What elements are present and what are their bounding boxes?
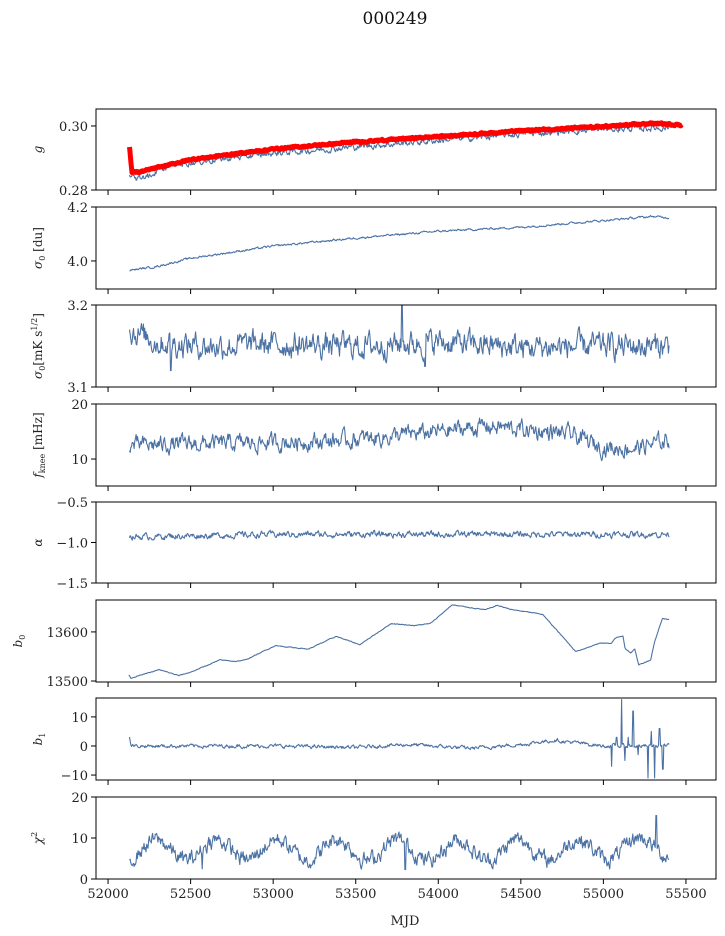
series-line-b0 [128, 604, 670, 679]
series-line-fknee [128, 417, 670, 462]
series-line-b1 [128, 698, 670, 779]
axes-frame [95, 403, 717, 487]
x-tick-label: 55500 [665, 887, 706, 902]
y-tick-label: 4.0 [67, 255, 88, 270]
x-axis-label: MJD [391, 914, 420, 929]
y-tick-label: 0 [80, 873, 88, 888]
y-axis-label: g [31, 145, 45, 153]
axes-frame [95, 304, 717, 388]
y-tick-label: −1.0 [56, 537, 88, 552]
y-tick-label: 10 [71, 453, 88, 468]
series-line-sigma0-du [129, 215, 670, 272]
panel-sigma0-du: 4.0 4.2 σ0​ [du] [31, 201, 717, 294]
y-tick-label: 13500 [47, 675, 88, 690]
series-line-gain [128, 123, 670, 181]
axes-frame [95, 697, 717, 781]
y-axis-label: σ0​ [du] [31, 227, 47, 269]
x-tick-label: 54000 [418, 887, 459, 902]
panels: 0.28 0.30 g 4.0 4.2 σ0​ [du] 3.1 3.2 σ0​[mK s1/2… [11, 108, 717, 902]
panel-chi2: 52000 52500 53000 53500 54000 54500 55000 55500… [30, 791, 717, 902]
y-tick-label: 10 [71, 711, 88, 726]
y-tick-label: −10 [61, 769, 88, 784]
y-tick-label: 20 [71, 398, 88, 413]
y-axis-label: fknee​ [mHz] [31, 412, 47, 478]
panel-fknee: 10 20 fknee​ [mHz] [31, 398, 717, 491]
y-tick-label: 10 [71, 832, 88, 847]
x-tick-label: 52500 [170, 887, 211, 902]
series-line-chi2 [129, 814, 670, 871]
axes-frame [95, 599, 717, 683]
y-tick-label: 4.2 [67, 201, 88, 216]
axes-frame [95, 501, 717, 584]
series-line-gain-model [127, 120, 685, 175]
x-tick-label: 55000 [583, 887, 624, 902]
y-tick-label: 0 [80, 740, 88, 755]
y-tick-label: 3.1 [67, 381, 88, 396]
y-tick-label: 3.2 [67, 299, 88, 314]
chart-title: 000249 [363, 9, 428, 29]
panel-sigma0-mk: 3.1 3.2 σ0​[mK s1/2] [30, 299, 717, 396]
panel-g: 0.28 0.30 g [31, 108, 717, 199]
panel-alpha: −1.5 −1.0 −0.5 α [31, 496, 717, 592]
y-axis-label: b0​ [11, 635, 27, 648]
x-tick-label: 52000 [87, 887, 128, 902]
x-tick-label: 54500 [500, 887, 541, 902]
panel-b1: −10 0 10 b1​ [31, 697, 717, 785]
y-axis-label: χ2 [30, 832, 45, 845]
y-tick-label: −1.5 [56, 577, 88, 592]
axes-frame [95, 206, 717, 290]
y-tick-label: −0.5 [56, 496, 88, 511]
panel-b0: 13500 13600 b0​ [11, 599, 717, 690]
axes-frame [95, 108, 717, 191]
x-tick-label: 53000 [252, 887, 293, 902]
y-axis-label: b1​ [31, 733, 47, 746]
y-tick-label: 0.28 [59, 184, 88, 199]
y-tick-label: 0.30 [59, 120, 88, 135]
x-tick-label: 53500 [335, 887, 376, 902]
y-axis-label: σ0​[mK s1/2] [30, 313, 47, 379]
series-line-sigma0-mK [128, 305, 670, 372]
y-axis-label: α [31, 538, 45, 546]
y-tick-label: 13600 [47, 626, 88, 641]
y-tick-label: 20 [71, 791, 88, 806]
series-line-alpha [128, 529, 670, 541]
